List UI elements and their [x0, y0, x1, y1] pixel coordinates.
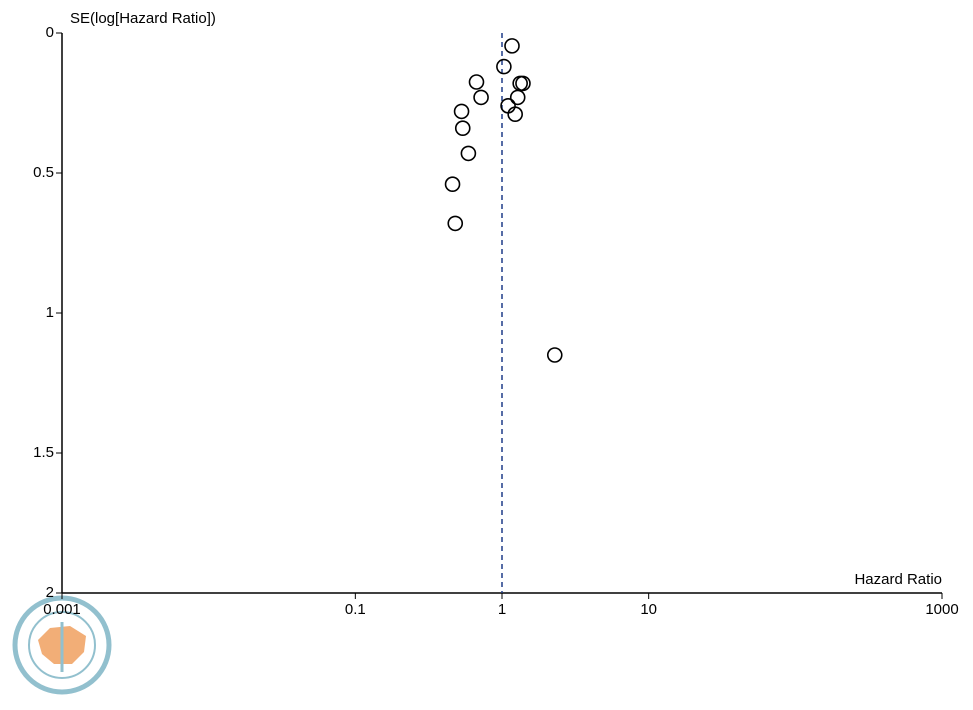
point [496, 58, 512, 75]
point [444, 176, 461, 192]
point [507, 106, 523, 122]
x-tick-label: 1000 [925, 601, 958, 618]
point [504, 38, 520, 54]
y-tick-label: 1.5 [33, 444, 54, 461]
point [509, 89, 526, 106]
y-axis-title: SE(log[Hazard Ratio]) [70, 10, 216, 27]
point [447, 215, 464, 232]
point [460, 145, 477, 162]
point [473, 89, 489, 106]
y-tick-label: 0.5 [33, 164, 54, 181]
logo [12, 595, 112, 695]
point [468, 74, 485, 90]
point [500, 98, 516, 114]
x-tick-label: 1 [498, 601, 506, 618]
x-tick-label: 0.001 [43, 601, 81, 618]
x-axis-title: Hazard Ratio [854, 571, 942, 588]
x-tick-label: 0.1 [345, 601, 366, 618]
y-tick-label: 0 [46, 24, 54, 41]
y-tick-label: 1 [46, 304, 54, 321]
point [546, 347, 563, 363]
point [454, 120, 471, 136]
point [453, 103, 470, 120]
point [515, 75, 531, 92]
y-tick-label: 2 [46, 584, 54, 601]
x-tick-label: 10 [640, 601, 657, 618]
